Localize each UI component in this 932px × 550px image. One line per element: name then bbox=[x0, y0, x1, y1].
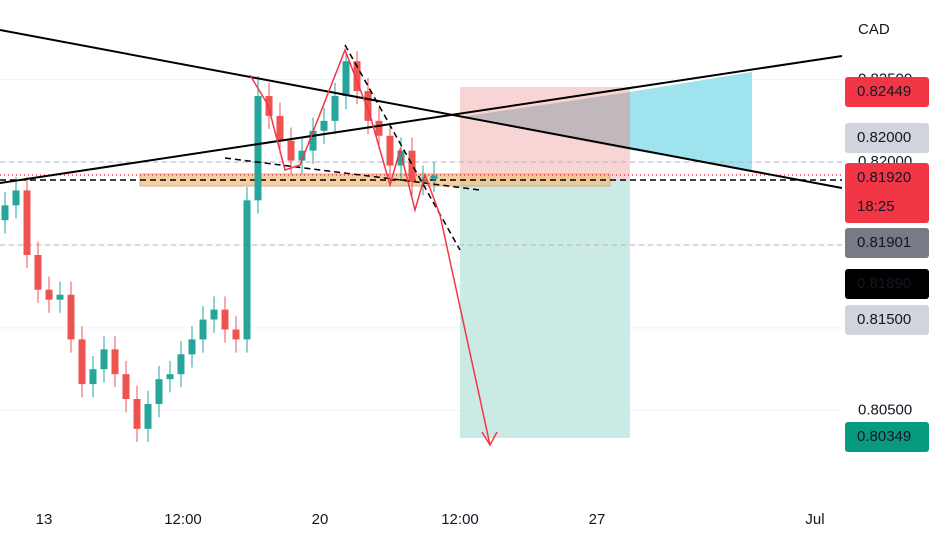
trend-line bbox=[0, 55, 843, 184]
candle-body bbox=[353, 61, 361, 92]
x-tick-label: 27 bbox=[589, 511, 606, 528]
candle-body bbox=[397, 150, 405, 166]
x-axis: 13 12:00 20 12:00 27 Jul bbox=[36, 511, 825, 528]
price-label-box bbox=[845, 305, 929, 335]
candle-body bbox=[331, 96, 339, 121]
candle-body bbox=[122, 374, 130, 400]
candle-body bbox=[23, 190, 31, 255]
candle-body bbox=[1, 205, 9, 221]
price-label-box bbox=[845, 163, 929, 223]
candle-body bbox=[232, 329, 240, 340]
candle-body bbox=[364, 91, 372, 121]
drawings bbox=[0, 72, 842, 438]
x-tick-label: Jul bbox=[805, 511, 824, 528]
candle-body bbox=[166, 374, 174, 380]
candle-body bbox=[287, 140, 295, 161]
price-label: 0.81890 bbox=[857, 275, 911, 292]
candle-body bbox=[155, 379, 163, 404]
candle-body bbox=[254, 96, 262, 201]
candle-body bbox=[298, 150, 306, 161]
currency: CAD bbox=[858, 21, 890, 38]
candle-body bbox=[56, 294, 64, 300]
candle-body bbox=[133, 399, 141, 429]
candles bbox=[1, 51, 438, 443]
target-zone bbox=[460, 180, 630, 438]
drawings-top bbox=[0, 29, 843, 447]
candle-body bbox=[177, 354, 185, 375]
price-label: 0.82000 bbox=[857, 129, 911, 146]
candle-body bbox=[386, 135, 394, 166]
candle-body bbox=[276, 115, 284, 141]
candle-body bbox=[34, 254, 42, 290]
price-label: 0.82449 bbox=[857, 83, 911, 100]
price-labels: 0.82449 0.82000 0.81920 18:25 0.81901 0.81890… bbox=[845, 77, 929, 452]
price-label-box bbox=[845, 77, 929, 107]
x-tick-label: 12:00 bbox=[164, 511, 202, 528]
candle-body bbox=[100, 349, 108, 370]
candle-body bbox=[320, 120, 328, 131]
candle-body bbox=[375, 120, 383, 136]
arrow-head bbox=[481, 431, 498, 447]
candle-body bbox=[408, 150, 416, 183]
candle-body bbox=[210, 309, 218, 320]
candle-body bbox=[45, 289, 53, 300]
trend-line bbox=[224, 157, 481, 191]
price-label: 0.81901 bbox=[857, 234, 911, 251]
candle-body bbox=[199, 319, 207, 340]
candle-body bbox=[144, 403, 152, 429]
x-tick-label: 20 bbox=[312, 511, 329, 528]
price-label-box bbox=[845, 422, 929, 452]
x-tick-label: 12:00 bbox=[441, 511, 479, 528]
candle-body bbox=[243, 200, 251, 340]
price-label: 0.81500 bbox=[857, 311, 911, 328]
candle-body bbox=[430, 175, 438, 179]
candle-body bbox=[78, 339, 86, 385]
candle-body bbox=[188, 339, 196, 355]
candle-body bbox=[12, 190, 20, 206]
overlap bbox=[460, 92, 630, 150]
price-label: 0.81920 bbox=[857, 169, 911, 186]
price-label-box bbox=[845, 228, 929, 258]
projection bbox=[630, 72, 752, 170]
price-label: 0.80349 bbox=[857, 428, 911, 445]
candle-body bbox=[309, 130, 317, 151]
y-tick-label: 0.80500 bbox=[858, 402, 912, 419]
price-label-box bbox=[845, 123, 929, 153]
candle-body bbox=[67, 294, 75, 340]
pattern-path bbox=[249, 47, 491, 446]
trend-line bbox=[0, 29, 843, 189]
price-label-box bbox=[845, 269, 929, 299]
x-tick-label: 13 bbox=[36, 511, 53, 528]
candle-body bbox=[89, 369, 97, 385]
countdown: 18:25 bbox=[857, 198, 895, 215]
candle-body bbox=[111, 349, 119, 375]
candle-body bbox=[342, 61, 350, 97]
candle-body bbox=[221, 309, 229, 330]
